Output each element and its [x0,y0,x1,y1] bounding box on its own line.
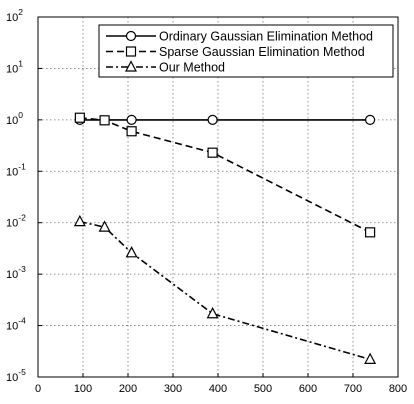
data-point-square [126,126,137,137]
x-tick-label: 800 [389,383,407,395]
y-tick-label: 102 [6,7,23,24]
data-point-square [74,112,85,123]
series-layer [73,112,377,364]
y-tick-label: 10-5 [6,367,26,384]
data-point-triangle [364,352,377,364]
legend-items: Ordinary Gaussian Elimination MethodSpar… [106,30,373,75]
data-point-triangle [73,214,86,227]
x-tick-label: 500 [254,383,272,395]
legend: Ordinary Gaussian Elimination MethodSpar… [98,24,394,78]
data-point-circle [207,114,218,125]
data-point-square [365,227,376,238]
data-point-triangle [206,306,219,319]
data-point-circle [365,114,376,125]
y-tick-label: 10-1 [6,161,26,178]
y-tick-label: 101 [6,58,23,75]
x-tick-label: 200 [119,383,137,395]
data-point-triangle [125,246,138,258]
y-tick-labels: 102 101 100 10-1 10-2 10-3 10-4 10-5 [6,7,26,384]
data-point-square [99,115,110,126]
legend-label: Sparse Gaussian Elimination Method [159,45,365,59]
legend-marker-circle [125,30,137,42]
x-tick-label: 700 [344,383,362,395]
data-point-triangle [98,220,111,232]
legend-marker-triangle [125,60,137,72]
tick-marks [37,16,399,378]
legend-label: Ordinary Gaussian Elimination Method [159,30,373,44]
y-tick-label: 10-2 [6,213,26,230]
y-tick-label: 10-4 [6,316,26,333]
y-tick-label: 10-3 [6,264,26,281]
data-point-circle [126,114,137,125]
legend-marker-square [125,46,137,57]
legend-box [98,24,394,78]
x-tick-label: 300 [164,383,182,395]
y-tick-label: 100 [6,110,23,127]
series-line [79,116,371,234]
series-circle [74,114,376,125]
data-point-square [207,147,218,158]
series-triangle [73,214,377,364]
series-square [74,112,376,238]
legend-label: Our Method [159,61,225,75]
x-tick-label: 400 [209,383,227,395]
x-tick-label: 0 [35,383,41,395]
x-tick-labels: 0 100 200 300 400 500 600 700 800 [35,383,407,395]
x-tick-label: 600 [299,383,317,395]
x-tick-label: 100 [74,383,92,395]
series-line [79,220,371,361]
